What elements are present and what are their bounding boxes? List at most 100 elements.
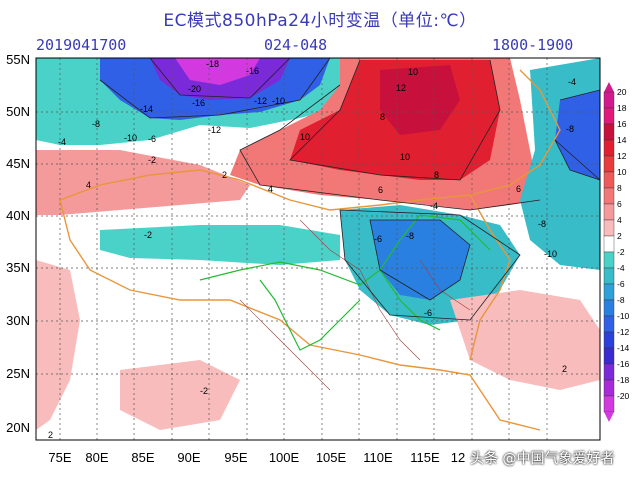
contour-label: 4 — [268, 184, 273, 194]
lon-label: 90E — [177, 450, 200, 465]
warm-region-south-2 — [120, 360, 240, 430]
lon-label: 115E — [410, 450, 440, 465]
colorbar-swatch — [603, 155, 615, 173]
contour-label: -12 — [254, 96, 267, 106]
lon-label: 100E — [269, 450, 300, 465]
lat-label: 50N — [6, 104, 30, 119]
contour-label: -10 — [272, 96, 285, 106]
contour-label: -4 — [568, 77, 576, 87]
colorbar: 20 18 16 14 12 10 8 6 4 2 -2 -4 -6 -8 -10 -12 -14 -16 -18 -… — [603, 82, 630, 422]
lon-label: 80E — [85, 450, 108, 465]
colorbar-label: -12 — [617, 327, 630, 337]
contour-label: -8 — [538, 219, 546, 229]
colorbar-swatch — [603, 283, 615, 301]
colorbar-swatch — [603, 251, 615, 269]
lat-label: 45N — [6, 156, 30, 171]
contour-label: 8 — [434, 170, 439, 180]
contour-label: -16 — [246, 66, 259, 76]
colorbar-bottom-arrow — [604, 412, 614, 422]
grid-lines — [36, 58, 600, 440]
contour-label: 10 — [408, 67, 418, 77]
colorbar-swatch — [603, 219, 615, 237]
colorbar-label: -4 — [617, 263, 625, 273]
contour-label: -18 — [206, 59, 219, 69]
contour-label: 2 — [562, 364, 567, 374]
colorbar-label: 10 — [617, 167, 627, 177]
cold-band-middle — [100, 225, 340, 265]
colorbar-label: -14 — [617, 343, 630, 353]
contour-label: 4 — [86, 180, 91, 190]
colorbar-label: -18 — [617, 375, 630, 385]
lat-label: 30N — [6, 313, 30, 328]
contour-label: -4 — [58, 137, 66, 147]
contour-label: 10 — [300, 132, 310, 142]
colorbar-swatch — [603, 299, 615, 317]
colorbar-top-arrow — [604, 82, 614, 92]
lon-label: 12 — [451, 450, 465, 465]
warm-region-southwest — [36, 260, 80, 430]
province-borders — [199, 214, 491, 351]
contour-label: -6 — [374, 234, 382, 244]
contour-label: -6 — [424, 308, 432, 318]
lat-label: 25N — [6, 366, 30, 381]
colorbar-label: 18 — [617, 103, 627, 113]
warm-region-south — [450, 290, 600, 390]
contour-label: 12 — [396, 83, 406, 93]
contour-label: -6 — [148, 134, 156, 144]
contour-label: -12 — [208, 125, 221, 135]
contour-label: -10 — [544, 249, 557, 259]
contour-label: -8 — [92, 119, 100, 129]
lon-label: 85E — [131, 450, 154, 465]
contour-label: -2 — [144, 230, 152, 240]
map-title: EC模式850hPa24小时变温（单位:℃） — [163, 11, 477, 31]
colorbar-label: -2 — [617, 247, 625, 257]
colorbar-swatch — [603, 107, 615, 125]
colorbar-swatch — [603, 379, 615, 397]
contour-label: 2 — [48, 430, 53, 440]
colorbar-swatch — [603, 347, 615, 365]
colorbar-swatch — [603, 203, 615, 221]
colorbar-label: -10 — [617, 311, 630, 321]
lat-label: 55N — [6, 52, 30, 67]
cold-region-far-east-core — [555, 90, 600, 180]
contour-label: -2 — [200, 386, 208, 396]
colorbar-swatch — [603, 187, 615, 205]
colorbar-swatch — [603, 139, 615, 157]
lat-label: 20N — [6, 420, 30, 435]
colorbar-swatch — [603, 123, 615, 141]
colorbar-label: 2 — [617, 231, 622, 241]
contour-label: -4 — [430, 201, 438, 211]
colorbar-label: 12 — [617, 151, 627, 161]
colorbar-swatch — [603, 395, 615, 413]
contour-label: -10 — [124, 133, 137, 143]
colorbar-label: 14 — [617, 135, 627, 145]
shaded-field — [36, 58, 600, 430]
colorbar-label: 6 — [617, 199, 622, 209]
colorbar-swatch — [603, 267, 615, 285]
colorbar-swatch — [603, 363, 615, 381]
colorbar-swatch — [603, 331, 615, 349]
map-frame — [35, 57, 601, 441]
lon-label: 110E — [363, 450, 393, 465]
colorbar-label: 4 — [617, 215, 622, 225]
colorbar-label: 16 — [617, 119, 627, 129]
colorbar-label: 8 — [617, 183, 622, 193]
colorbar-label: -6 — [617, 279, 625, 289]
init-time: 2019041700 — [36, 36, 127, 54]
forecast-range: 024-048 — [264, 36, 328, 54]
contour-label: 10 — [400, 152, 410, 162]
lat-label: 40N — [6, 208, 30, 223]
colorbar-swatch — [603, 315, 615, 333]
colorbar-label: 20 — [617, 87, 627, 97]
contour-label: -2 — [148, 155, 156, 165]
contour-label: -8 — [406, 231, 414, 241]
colorbar-swatch — [603, 171, 615, 189]
contour-label: 6 — [516, 184, 521, 194]
colorbar-label: -16 — [617, 359, 630, 369]
lon-label: 75E — [48, 450, 71, 465]
watermark: 头条 @中国气象爱好者 — [470, 451, 615, 467]
colorbar-label: -8 — [617, 295, 625, 305]
colorbar-swatch — [603, 91, 615, 109]
contour-label: -16 — [192, 98, 205, 108]
